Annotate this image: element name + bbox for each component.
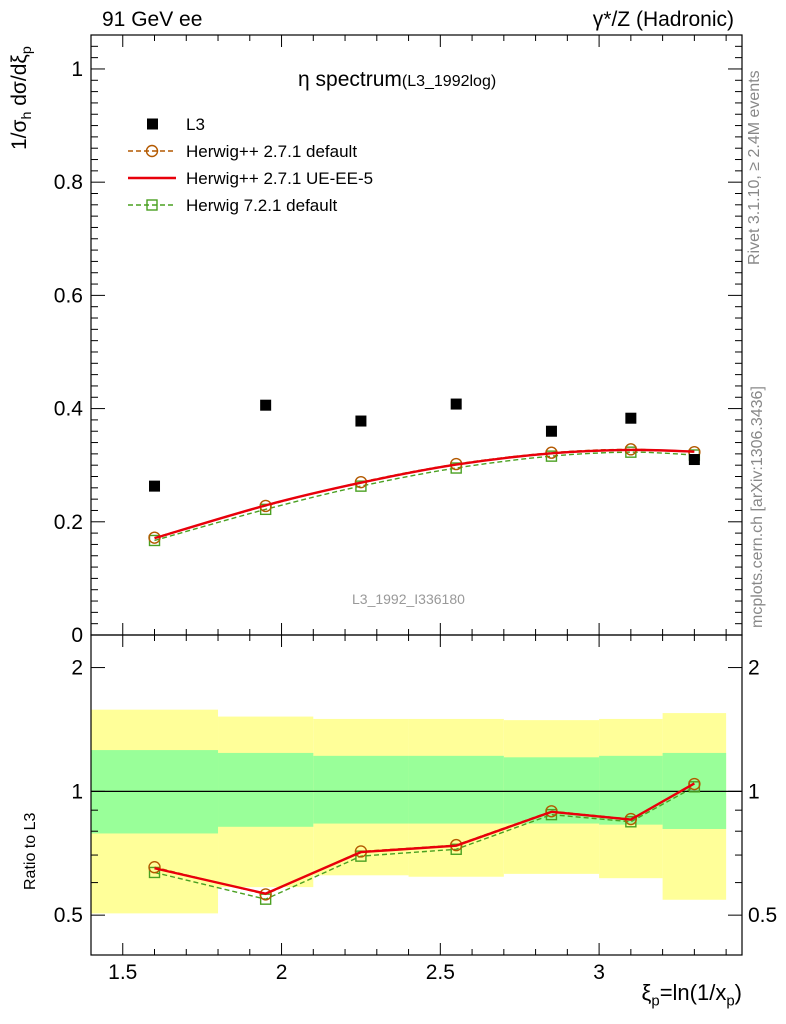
header-left: 91 GeV ee xyxy=(102,8,203,31)
ratio-tick-label-2: 2 xyxy=(71,657,83,680)
data-point-1 xyxy=(260,399,272,411)
header-right: γ*/Z (Hadronic) xyxy=(592,8,734,31)
ratio-band-green-5 xyxy=(599,755,663,825)
ratio-tick-label-right-1: 1 xyxy=(748,780,760,803)
x-axis-label-sub1: p xyxy=(651,992,660,1010)
y-tick-label-0.6: 0.6 xyxy=(54,284,83,307)
y-tick-label-0: 0 xyxy=(71,624,83,647)
ratio-band-green-2 xyxy=(313,755,409,824)
chart-title-tag: (L3_1992log) xyxy=(401,73,497,90)
y-axis-label-sub2: p xyxy=(19,46,36,55)
series-2-point-2 xyxy=(355,480,367,492)
series-2-point-3 xyxy=(450,462,462,474)
x-tick-label-1.5: 1.5 xyxy=(108,961,137,984)
ratio-0-point-0 xyxy=(148,860,161,874)
x-tick-label-2.5: 2.5 xyxy=(426,961,455,984)
ratio-tick-label-right-0.5: 0.5 xyxy=(748,904,777,927)
ratio-0-point-6 xyxy=(688,777,701,791)
ratio-0-point-1 xyxy=(259,888,272,901)
series-line-2 xyxy=(154,451,695,542)
x-axis-label: ξp=ln(1/xp) xyxy=(642,980,743,1009)
data-point-3 xyxy=(450,398,462,410)
legend-label-2: Herwig++ 2.7.1 UE-EE-5 xyxy=(186,169,373,188)
series-line-1 xyxy=(154,448,695,540)
x-axis-label-a: ξ xyxy=(641,980,652,1005)
data-point-5 xyxy=(625,412,637,424)
watermark: L3_1992_I336180 xyxy=(352,591,465,607)
data-point-6 xyxy=(688,454,700,466)
ratio-tick-label-0.5: 0.5 xyxy=(54,904,83,927)
chart-title: η spectrum(L3_1992log) xyxy=(298,68,496,92)
rivet-label: Rivet 3.1.10, ≥ 2.4M events xyxy=(746,70,763,265)
data-point-2 xyxy=(355,415,367,427)
y-axis-label-sub1: h xyxy=(19,111,36,120)
series-line-0 xyxy=(154,448,695,539)
x-tick-label-2: 2 xyxy=(276,961,288,984)
legend-marker-1 xyxy=(145,144,159,158)
ratio-band-green-3 xyxy=(408,755,504,824)
x-tick-label-3: 3 xyxy=(593,961,605,984)
ratio-tick-label-1: 1 xyxy=(71,780,83,803)
x-axis-label-sub2: p xyxy=(726,992,735,1010)
ratio-line-1 xyxy=(154,782,695,895)
y-tick-label-0.4: 0.4 xyxy=(54,398,84,421)
y-axis-label-pre: 1/σ xyxy=(8,119,31,150)
ratio-axis-label: Ratio to L3 xyxy=(22,812,39,890)
ratio-tick-label-right-2: 2 xyxy=(748,657,760,680)
ratio-line-2 xyxy=(154,786,695,900)
data-point-0 xyxy=(149,480,161,492)
mcplots-label: mcplots.cern.ch [arXiv:1306.3436] xyxy=(749,386,766,628)
chart-title-text: η spectrum xyxy=(298,68,402,91)
y-tick-label-0.8: 0.8 xyxy=(54,171,83,194)
data-point-4 xyxy=(545,425,557,437)
x-axis-label-c: ) xyxy=(734,980,742,1005)
legend-label-1: Herwig++ 2.7.1 default xyxy=(186,142,357,161)
ratio-band-green-1 xyxy=(218,752,314,827)
legend-marker-3 xyxy=(146,199,158,211)
ratio-2-point-3 xyxy=(450,843,462,855)
ratio-plot-frame xyxy=(90,634,743,956)
x-axis-label-b: =ln(1/x xyxy=(659,980,727,1005)
legend-label-0: L3 xyxy=(186,115,205,134)
y-axis-label-mid: dσ/dξ xyxy=(8,54,31,112)
y-tick-label-1: 1 xyxy=(71,58,83,81)
y-axis-label: 1/σh dσ/dξp xyxy=(8,46,35,150)
y-tick-label-0.2: 0.2 xyxy=(54,511,83,534)
ratio-band-green-4 xyxy=(503,757,600,824)
legend-marker-0 xyxy=(147,118,158,130)
legend-label-3: Herwig 7.2.1 default xyxy=(186,196,337,215)
